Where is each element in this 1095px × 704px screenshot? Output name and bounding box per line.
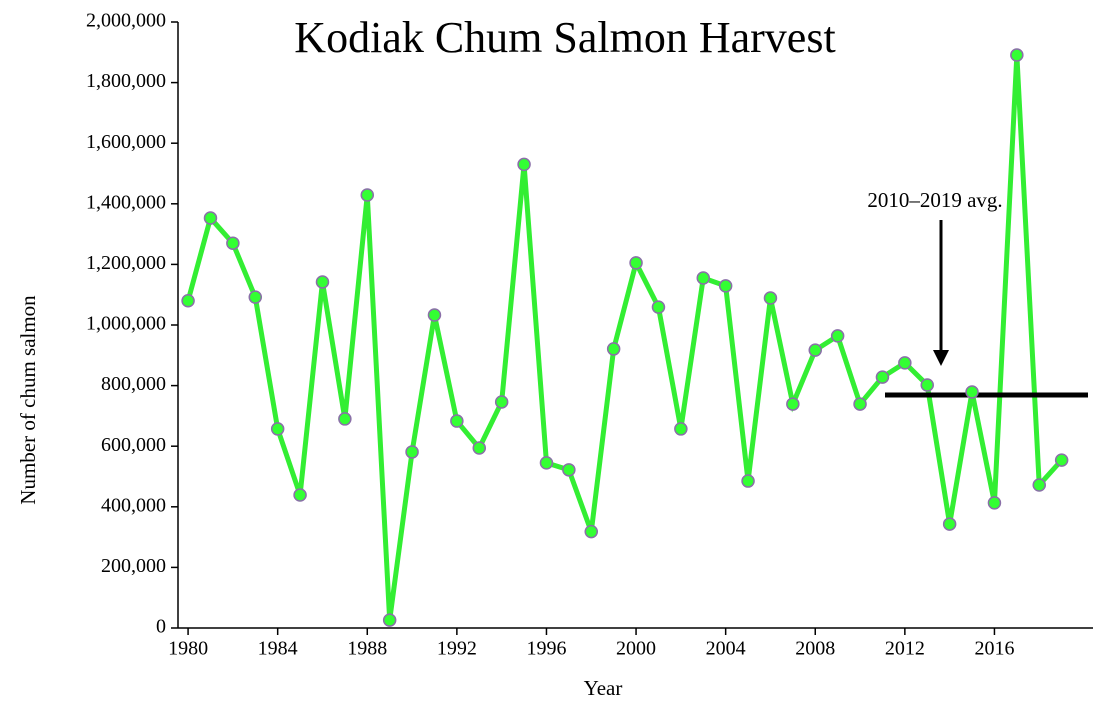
- x-tick-label: 1988: [347, 638, 387, 660]
- data-point: [226, 236, 240, 250]
- data-point: [651, 300, 666, 314]
- data-point: [248, 290, 263, 304]
- data-point: [898, 356, 912, 370]
- y-tick-label: 1,200,000: [86, 252, 166, 274]
- data-point: [718, 279, 733, 293]
- data-point: [270, 422, 285, 436]
- data-point: [1032, 478, 1046, 492]
- data-point: [853, 397, 867, 411]
- data-point: [674, 422, 688, 436]
- data-point: [629, 256, 643, 270]
- y-tick-label: 1,400,000: [86, 191, 166, 213]
- data-point: [786, 397, 800, 411]
- data-point: [987, 496, 1002, 510]
- data-point: [920, 378, 934, 392]
- data-point: [808, 343, 823, 357]
- data-point: [203, 211, 218, 225]
- data-point: [494, 395, 509, 409]
- data-point: [293, 488, 307, 502]
- data-point: [696, 271, 711, 285]
- data-point: [965, 385, 979, 399]
- arrow-head: [933, 350, 949, 366]
- x-tick-label: 2012: [885, 638, 925, 660]
- data-point: [338, 412, 352, 426]
- data-point: [830, 329, 845, 343]
- x-tick-label: 2016: [974, 638, 1014, 660]
- x-tick-label: 1980: [168, 638, 208, 660]
- annotation: 2010–2019 avg.: [867, 188, 1002, 212]
- data-point: [181, 294, 195, 308]
- data-point: [427, 308, 442, 322]
- y-axis-label: Number of chum salmon: [16, 295, 40, 505]
- data-point: [539, 456, 554, 470]
- y-tick-label: 1,600,000: [86, 131, 166, 153]
- y-tick-label: 600,000: [101, 434, 166, 456]
- y-tick-label: 1,800,000: [86, 70, 166, 92]
- data-line: [185, 54, 1064, 621]
- data-point: [741, 474, 755, 488]
- data-point: [763, 291, 778, 305]
- x-tick-label: 1984: [258, 638, 298, 660]
- x-axis-label: Year: [584, 676, 623, 700]
- x-tick-label: 2008: [795, 638, 835, 660]
- data-point: [382, 613, 397, 627]
- chart-title: Kodiak Chum Salmon Harvest: [294, 13, 835, 62]
- x-tick-label: 1992: [437, 638, 477, 660]
- data-point: [942, 517, 957, 531]
- data-point: [450, 414, 464, 428]
- data-point: [584, 524, 599, 539]
- data-point: [517, 157, 531, 172]
- y-tick-label: 1,000,000: [86, 313, 166, 335]
- y-tick-label: 400,000: [101, 494, 166, 516]
- data-point: [360, 188, 375, 202]
- y-tick-label: 800,000: [101, 373, 166, 395]
- x-tick-label: 2000: [616, 638, 656, 660]
- x-tick-label: 2004: [706, 638, 746, 660]
- y-tick-label: 2,000,000: [86, 10, 166, 32]
- data-point: [562, 463, 576, 477]
- x-tick-label: 1996: [526, 638, 566, 660]
- data-point: [472, 441, 487, 455]
- data-point: [315, 275, 330, 289]
- data-point: [1010, 48, 1024, 62]
- y-tick-label: 200,000: [101, 555, 166, 577]
- data-point: [1054, 453, 1069, 467]
- data-point: [875, 370, 890, 384]
- y-tick-label: 0: [156, 616, 166, 638]
- data-point: [606, 342, 621, 356]
- data-point: [405, 445, 419, 459]
